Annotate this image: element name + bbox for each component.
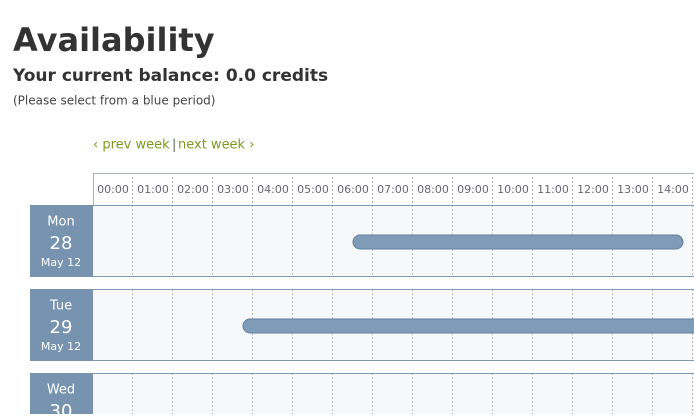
day-label-box <box>30 289 93 361</box>
day-name: Tue <box>49 299 72 314</box>
day-name: Mon <box>47 215 74 230</box>
hour-label: 06:00 <box>337 183 369 196</box>
day-label-box <box>30 373 93 418</box>
availability-period[interactable] <box>242 318 694 334</box>
hour-label: 09:00 <box>457 183 489 196</box>
balance: Your current balance: 0.0 credits <box>12 66 328 86</box>
day-number: 29 <box>50 317 73 338</box>
day-month: May 12 <box>41 256 81 269</box>
day-month: May 12 <box>41 340 81 353</box>
title: Availability <box>13 21 215 59</box>
hour-label: 04:00 <box>257 183 289 196</box>
nav-separator: | <box>172 138 176 153</box>
next-week[interactable]: next week › <box>178 138 254 153</box>
prev-week[interactable]: ‹ prev week <box>93 138 170 153</box>
hour-label: 00:00 <box>97 183 129 196</box>
hint: (Please select from a blue period) <box>13 94 215 108</box>
hour-label: 08:00 <box>417 183 449 196</box>
hour-label: 05:00 <box>297 183 329 196</box>
hour-label: 07:00 <box>377 183 409 196</box>
day-number: 28 <box>50 233 73 254</box>
hour-label: 12:00 <box>577 183 609 196</box>
day-name: Wed <box>47 383 75 398</box>
hour-label: 13:00 <box>617 183 649 196</box>
hour-label: 03:00 <box>217 183 249 196</box>
day-label-box <box>30 205 93 277</box>
hour-label: 11:00 <box>537 183 569 196</box>
day-row <box>93 373 694 418</box>
hour-label: 01:00 <box>137 183 169 196</box>
availability-period[interactable] <box>352 234 684 250</box>
hour-label: 14:00 <box>657 183 689 196</box>
hour-label: 10:00 <box>497 183 529 196</box>
day-number: 30 <box>50 401 73 414</box>
hour-label: 02:00 <box>177 183 209 196</box>
